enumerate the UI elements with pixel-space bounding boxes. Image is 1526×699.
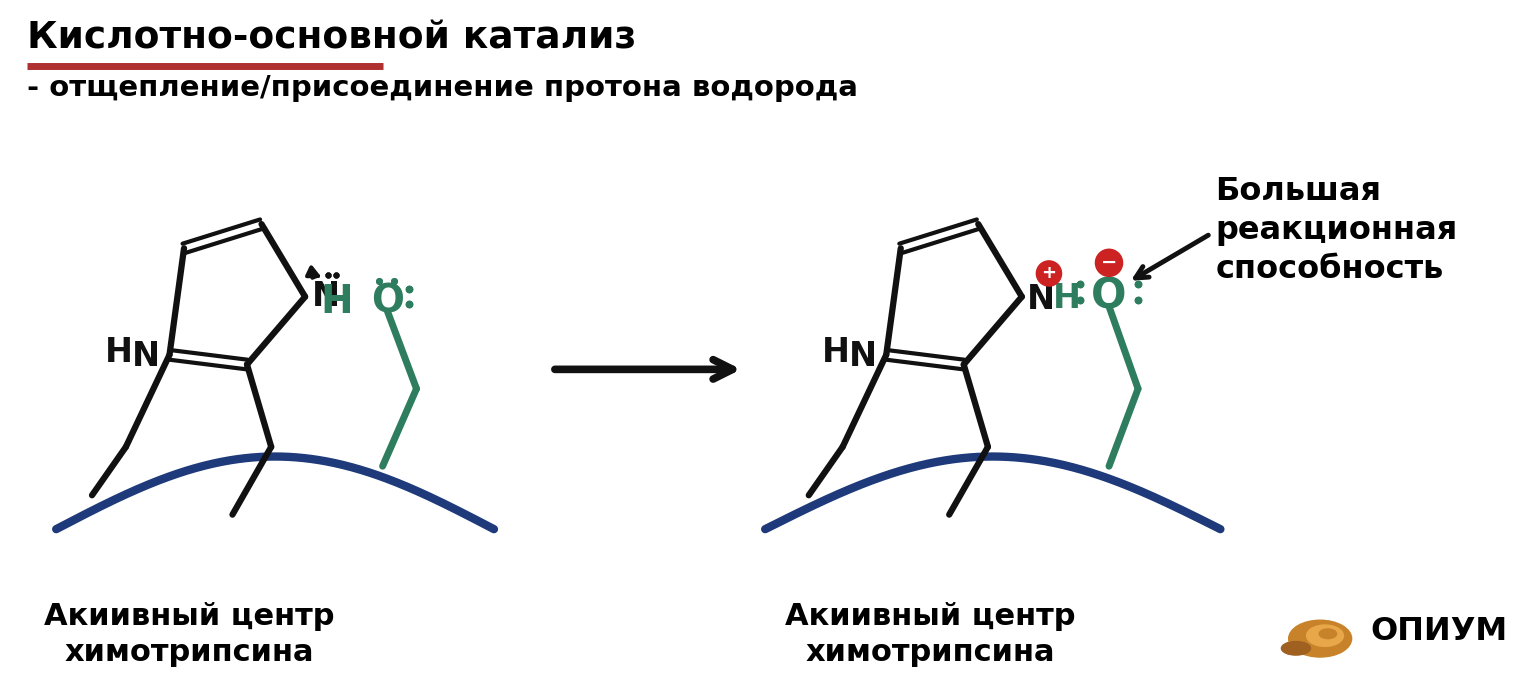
Text: H: H [823, 336, 850, 369]
Text: Большая
реакционная
способность: Большая реакционная способность [1216, 175, 1457, 285]
Text: H: H [1053, 282, 1080, 315]
Text: N: N [848, 340, 877, 373]
FancyArrowPatch shape [307, 267, 317, 278]
Circle shape [1096, 250, 1123, 276]
Text: +: + [1041, 264, 1056, 282]
Text: H: H [320, 282, 354, 321]
Ellipse shape [1288, 620, 1352, 657]
Text: N: N [313, 280, 340, 313]
Text: Кислотно-основной катализ: Кислотно-основной катализ [27, 21, 636, 57]
Text: −: − [1100, 253, 1117, 273]
Text: O: O [371, 282, 404, 321]
Ellipse shape [1306, 625, 1343, 647]
Text: O: O [1091, 275, 1126, 318]
Text: Акиивный центр
химотрипсина: Акиивный центр химотрипсина [44, 602, 334, 667]
Text: - отщепление/присоединение протона водорода: - отщепление/присоединение протона водор… [27, 74, 858, 102]
Text: Акиивный центр
химотрипсина: Акиивный центр химотрипсина [784, 602, 1076, 667]
Ellipse shape [1282, 642, 1311, 655]
Circle shape [1036, 261, 1062, 286]
Text: ОПИУМ: ОПИУМ [1370, 617, 1508, 647]
Text: H: H [105, 336, 133, 369]
Text: N: N [1027, 283, 1056, 316]
Text: N: N [133, 340, 160, 373]
Ellipse shape [1318, 629, 1337, 639]
